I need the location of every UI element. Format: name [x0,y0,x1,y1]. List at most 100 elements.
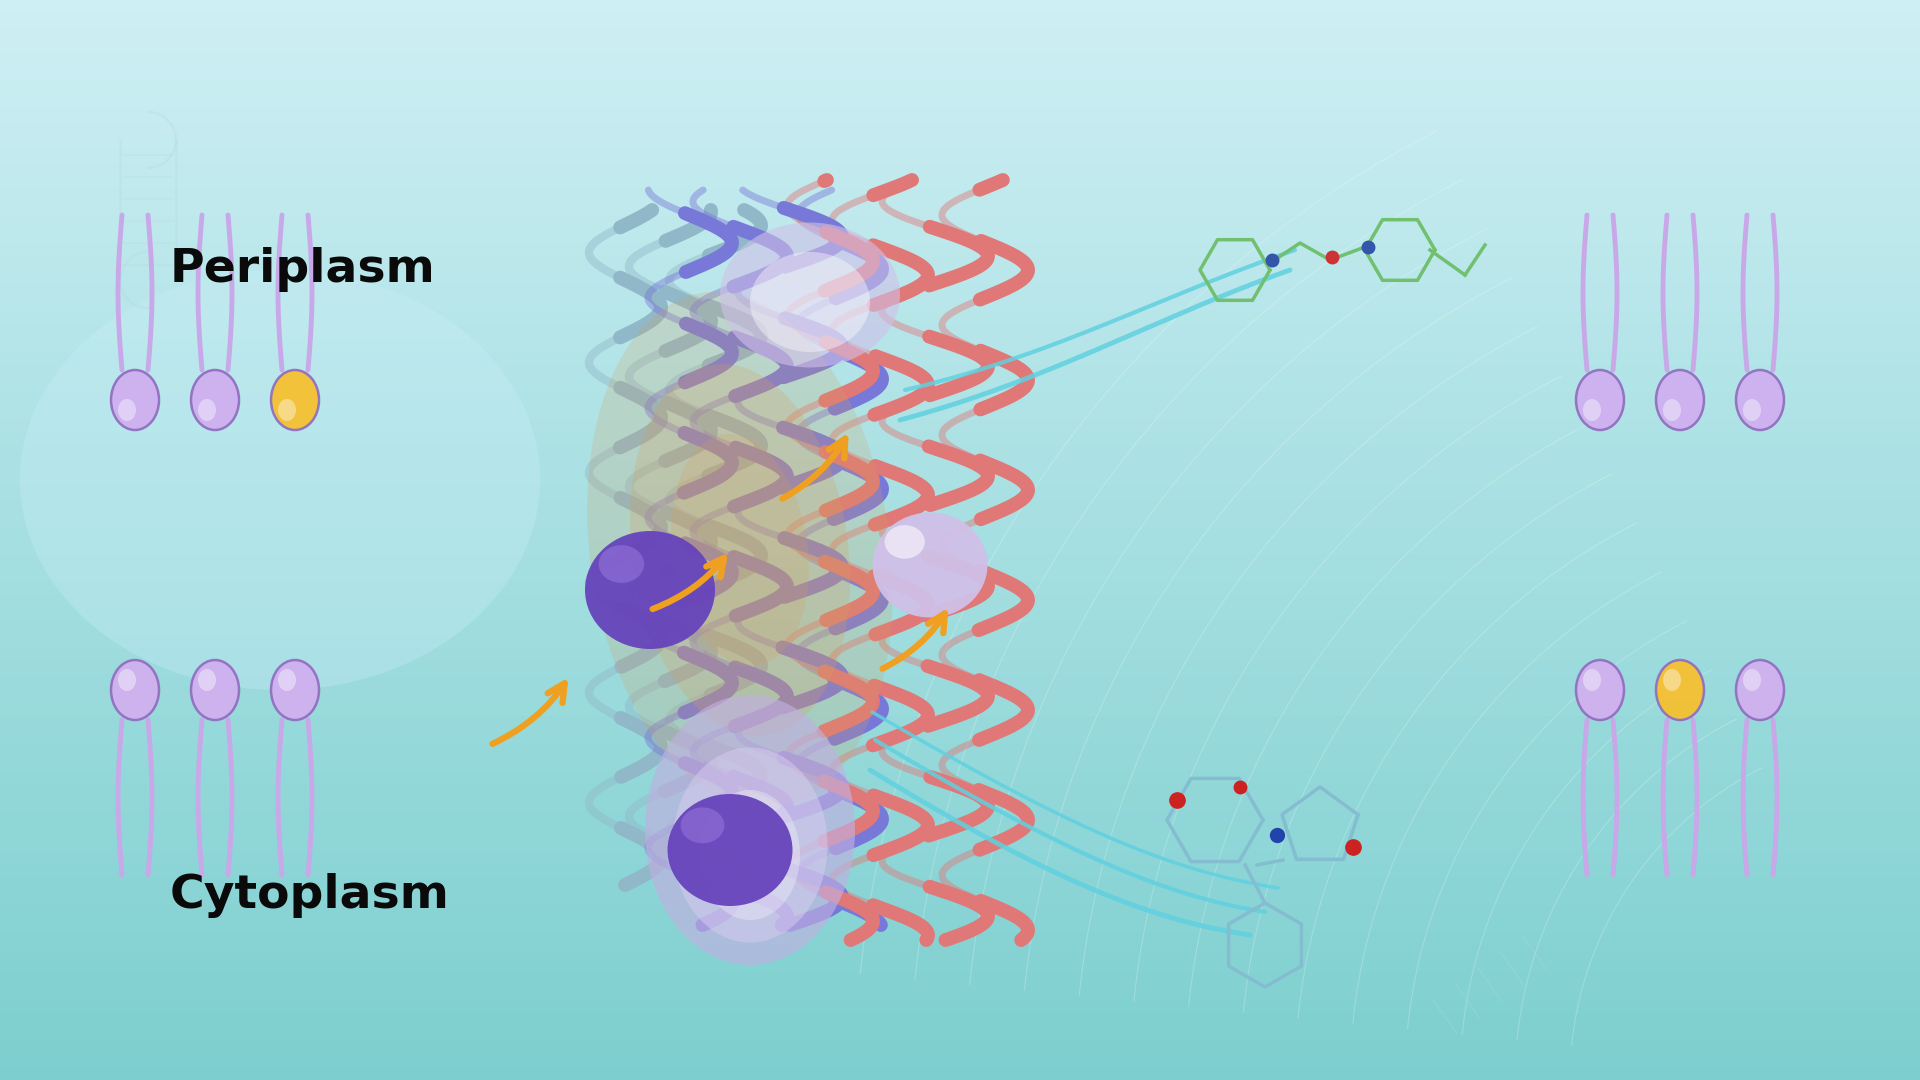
Bar [0,363,1920,378]
Bar [0,903,1920,918]
Bar [0,849,1920,864]
Ellipse shape [1576,370,1624,430]
Bar [0,1011,1920,1026]
Ellipse shape [872,513,987,618]
Ellipse shape [1582,669,1601,691]
Ellipse shape [1736,660,1784,720]
Bar [0,106,1920,121]
Bar [0,1051,1920,1067]
Ellipse shape [1576,660,1624,720]
Bar [0,457,1920,473]
Ellipse shape [278,399,296,421]
Bar [0,498,1920,513]
Ellipse shape [190,660,238,720]
Ellipse shape [1743,669,1761,691]
Bar [0,1038,1920,1053]
Bar [0,201,1920,216]
Ellipse shape [1663,669,1682,691]
Bar [0,822,1920,837]
Ellipse shape [111,660,159,720]
Bar [0,795,1920,810]
Ellipse shape [198,399,215,421]
Bar [0,727,1920,743]
Ellipse shape [1736,370,1784,430]
Bar [0,754,1920,769]
Bar [0,619,1920,634]
Bar [0,484,1920,499]
Ellipse shape [599,545,643,583]
Text: Cytoplasm: Cytoplasm [171,873,449,918]
Bar [0,430,1920,445]
Bar [0,646,1920,661]
Ellipse shape [190,370,238,430]
Bar [0,349,1920,365]
Ellipse shape [672,747,828,943]
Bar [0,660,1920,675]
Bar [0,552,1920,567]
Ellipse shape [672,434,808,666]
Ellipse shape [271,370,319,430]
Bar [0,322,1920,337]
Bar [0,214,1920,230]
Bar [0,741,1920,756]
Ellipse shape [668,794,793,906]
Bar [0,700,1920,715]
Ellipse shape [701,789,801,920]
Bar [0,835,1920,851]
Bar [0,538,1920,553]
Bar [0,565,1920,581]
Bar [0,768,1920,783]
Bar [0,336,1920,351]
Bar [0,930,1920,945]
Ellipse shape [117,669,136,691]
Bar [0,525,1920,540]
Ellipse shape [885,525,925,558]
Ellipse shape [720,222,900,367]
Ellipse shape [1655,660,1705,720]
Bar [0,1024,1920,1039]
Bar [0,943,1920,959]
Bar [0,390,1920,405]
Bar [0,876,1920,891]
Ellipse shape [198,669,215,691]
Bar [0,174,1920,189]
Ellipse shape [19,270,540,690]
Bar [0,228,1920,243]
Bar [0,376,1920,391]
Ellipse shape [630,364,851,735]
Ellipse shape [588,292,893,808]
Text: Periplasm: Periplasm [171,247,436,293]
Ellipse shape [645,696,854,966]
Ellipse shape [278,669,296,691]
Bar [0,403,1920,418]
Bar [0,1065,1920,1080]
Bar [0,133,1920,148]
Bar [0,52,1920,67]
Bar [0,862,1920,877]
Bar [0,471,1920,486]
Bar [0,714,1920,729]
Bar [0,579,1920,594]
Bar [0,984,1920,999]
Bar [0,673,1920,689]
Bar [0,781,1920,797]
Bar [0,511,1920,526]
Bar [0,282,1920,297]
Bar [0,255,1920,270]
Bar [0,997,1920,1013]
Bar [0,160,1920,175]
Ellipse shape [680,808,724,843]
Bar [0,889,1920,905]
Bar [0,147,1920,162]
Ellipse shape [751,252,870,352]
Ellipse shape [1582,399,1601,421]
Bar [0,606,1920,621]
Ellipse shape [117,399,136,421]
Ellipse shape [1655,370,1705,430]
Bar [0,444,1920,459]
Ellipse shape [586,531,714,649]
Bar [0,93,1920,108]
Bar [0,25,1920,40]
Bar [0,592,1920,607]
Ellipse shape [111,370,159,430]
